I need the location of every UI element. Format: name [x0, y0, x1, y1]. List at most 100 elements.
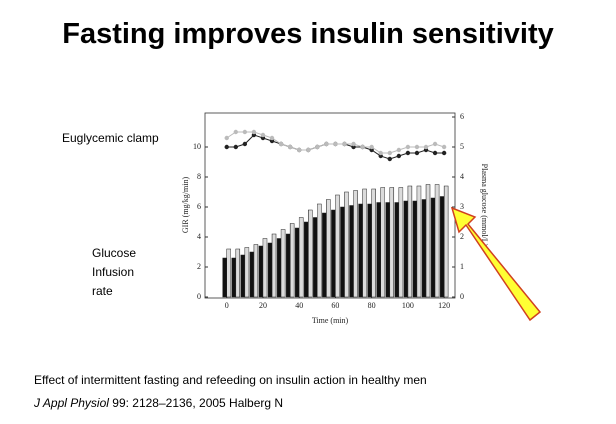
- bar: [294, 227, 300, 298]
- bar: [262, 238, 268, 298]
- bar: [308, 209, 313, 298]
- bar: [322, 212, 327, 298]
- y-tick-label: 2: [197, 262, 201, 271]
- x-tick-label: 20: [259, 301, 267, 310]
- plot-frame: [204, 112, 456, 299]
- x-tick-label: 120: [438, 301, 450, 310]
- journal: J Appl Physiol: [34, 396, 109, 410]
- point: [441, 144, 447, 150]
- bar: [340, 206, 345, 298]
- bar: [244, 247, 250, 298]
- y2-axis-label: Plasma glucose (mmol/L): [480, 164, 489, 247]
- bar: [362, 188, 367, 298]
- point: [432, 150, 438, 156]
- y2-tick-label: 3: [460, 202, 464, 211]
- point: [224, 144, 229, 150]
- point: [297, 147, 302, 153]
- point: [233, 129, 238, 135]
- bar: [349, 205, 354, 298]
- bar: [439, 196, 445, 298]
- x-tick-label: 0: [225, 301, 229, 310]
- bar: [258, 245, 264, 298]
- bar: [335, 194, 340, 298]
- point: [315, 144, 320, 150]
- y-tick-label: 4: [197, 232, 201, 241]
- bar: [298, 217, 304, 298]
- point: [351, 141, 356, 147]
- side-label: Infusion: [92, 265, 135, 279]
- arrow: [450, 206, 542, 322]
- y-axis-label: GIR (mg/kg/min): [181, 177, 190, 234]
- bar: [371, 188, 376, 298]
- bar: [317, 203, 322, 298]
- bar: [271, 233, 277, 298]
- citation: J Appl Physiol 99: 2128–2136, 2005 Halbe…: [34, 396, 283, 410]
- point: [360, 144, 365, 150]
- bar: [367, 203, 372, 298]
- bar: [443, 185, 449, 298]
- bar: [416, 185, 422, 298]
- x-tick-label: 80: [368, 301, 376, 310]
- point: [414, 144, 420, 150]
- point: [342, 141, 347, 147]
- bar: [421, 199, 427, 298]
- y2-tick-label: 2: [460, 232, 464, 241]
- point: [378, 150, 383, 156]
- bar: [253, 244, 259, 298]
- point: [260, 132, 266, 138]
- side-label: Glucose: [92, 246, 137, 260]
- point: [441, 150, 447, 156]
- point: [405, 144, 411, 150]
- bar: [276, 238, 282, 298]
- slide-title: Fasting improves insulin sensitivity: [62, 18, 554, 50]
- bar: [344, 191, 349, 298]
- y2-tick-label: 5: [460, 142, 464, 151]
- x-tick-label: 40: [295, 301, 303, 310]
- bar: [407, 185, 413, 298]
- point: [242, 141, 248, 147]
- bar: [358, 203, 363, 298]
- point: [405, 150, 411, 156]
- point: [224, 135, 229, 141]
- bar: [285, 233, 291, 298]
- bar: [385, 202, 391, 298]
- y2-tick-label: 6: [460, 112, 464, 121]
- bar: [304, 221, 309, 298]
- point: [242, 129, 248, 135]
- bar: [412, 200, 418, 298]
- bar: [434, 184, 440, 298]
- y2-tick-label: 0: [460, 292, 464, 301]
- point: [269, 135, 275, 141]
- bar: [403, 200, 409, 298]
- bar: [389, 187, 395, 298]
- point: [306, 147, 311, 153]
- point: [287, 144, 293, 150]
- point: [414, 150, 420, 156]
- bar: [222, 257, 227, 298]
- side-label: rate: [92, 284, 113, 298]
- point: [396, 153, 402, 159]
- x-tick-label: 60: [331, 301, 339, 310]
- point: [369, 144, 374, 150]
- point: [432, 141, 438, 147]
- y2-tick-label: 1: [460, 262, 464, 271]
- bar: [240, 254, 246, 298]
- bar: [430, 197, 436, 298]
- bar: [380, 187, 385, 298]
- bar: [331, 209, 336, 298]
- point: [387, 150, 392, 156]
- bar: [289, 223, 295, 298]
- side-label: Euglycemic clamp: [62, 131, 159, 145]
- bar: [235, 248, 241, 298]
- bar: [267, 242, 273, 298]
- x-tick-label: 100: [402, 301, 414, 310]
- bar: [280, 229, 286, 298]
- bar: [326, 199, 331, 298]
- bar: [226, 248, 231, 298]
- point: [324, 141, 329, 147]
- point: [387, 156, 392, 162]
- point: [333, 141, 338, 147]
- point: [423, 144, 429, 150]
